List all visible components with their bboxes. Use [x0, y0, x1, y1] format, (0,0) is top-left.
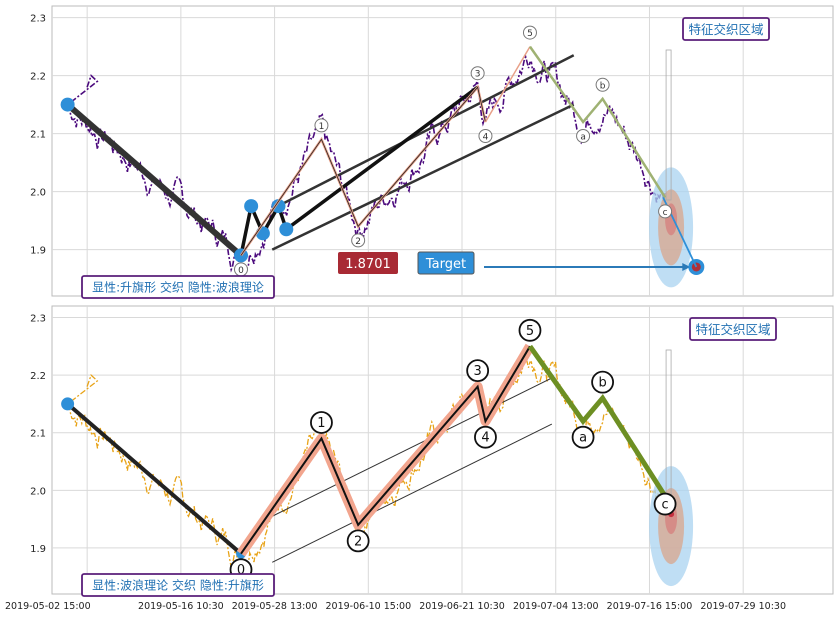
wave-label-text: a	[579, 431, 587, 446]
x-tick-label: 2019-05-16 10:30	[138, 601, 224, 612]
price-badge-box	[338, 252, 398, 274]
pattern-label-box	[81, 275, 275, 299]
wave-label-circle	[314, 118, 329, 133]
flag-channel-upper	[271, 54, 575, 211]
wave-line-4-5	[484, 46, 531, 123]
y-tick-label: 1.9	[30, 544, 46, 555]
wave-line	[240, 86, 486, 256]
x-tick-label: 2019-07-04 13:00	[513, 601, 599, 612]
zone-label-text: 特征交织区域	[688, 22, 763, 37]
wave-label-text: c	[662, 498, 669, 513]
flag-pivot-marker	[271, 199, 286, 214]
y-tick-label: 2.3	[30, 314, 46, 325]
wave-label-circle	[466, 359, 490, 383]
wave-label-circle	[653, 492, 677, 516]
wave-label-text: 2	[354, 534, 362, 549]
wave-label-circle	[522, 25, 537, 40]
price-series-line	[65, 54, 666, 273]
zone-label-text: 特征交织区域	[695, 322, 770, 337]
flag-pivot-marker	[255, 226, 270, 241]
top-panel: 1.9 2.0 2.1 2.2 2.3 0 1 2 3 4 5 a b c 1.8701 Target 特征交织…	[30, 5, 834, 299]
wave-label-text: 2	[355, 237, 361, 247]
pattern-label-box	[81, 573, 275, 597]
wave-label-text: b	[600, 81, 606, 91]
corrective-wave-line	[528, 45, 667, 199]
flag-zigzag	[239, 85, 479, 256]
y-tick-label: 2.2	[30, 371, 46, 382]
wave-label-text: 1	[317, 416, 325, 431]
x-tick-label: 2019-05-02 15:00	[5, 601, 91, 612]
wave-label-text: a	[580, 133, 586, 143]
x-tick-label: 2019-07-16 15:00	[607, 601, 693, 612]
y-tick-label: 1.9	[30, 246, 46, 257]
flag-channel-upper	[272, 377, 553, 517]
wave-label-circle	[591, 370, 615, 394]
y-tick-label: 2.1	[30, 429, 46, 440]
corrective-wave-line	[527, 344, 668, 498]
pattern-label-text: 显性:波浪理论 交织 隐性:升旗形	[92, 578, 264, 593]
wave-label-text: 0	[238, 266, 244, 276]
wave-label-text: 0	[237, 563, 245, 578]
pattern-label-text: 显性:升旗形 交织 隐性:波浪理论	[92, 280, 264, 295]
wave-label-text: 1	[319, 122, 325, 132]
target-badge-box	[417, 251, 475, 275]
price-badge-text: 1.8701	[345, 257, 391, 272]
x-tick-label: 2019-06-10 15:00	[326, 601, 412, 612]
flag-pivot-marker	[60, 97, 75, 112]
wave-label-circle	[595, 77, 610, 92]
y-tick-label: 2.2	[30, 72, 46, 83]
wave-label-text: 4	[483, 133, 489, 143]
y-tick-label: 2.0	[30, 188, 46, 199]
plot-frame	[51, 305, 834, 595]
wave-label-text: 5	[527, 29, 533, 39]
wave-label-circle	[658, 204, 673, 219]
y-tick-label: 2.3	[30, 14, 46, 25]
wave-line	[240, 345, 531, 555]
flag-start-marker	[61, 397, 75, 411]
wave-label-text: b	[598, 376, 606, 391]
wave-label-circle	[310, 411, 333, 434]
flag-pivot-marker	[279, 222, 294, 237]
x-tick-label: 2019-06-21 10:30	[419, 601, 505, 612]
wave-label-text: 4	[481, 431, 489, 446]
wave-label-circle	[571, 425, 595, 449]
x-tick-label: 2019-07-29 10:30	[700, 601, 786, 612]
wave-label-circle	[474, 425, 497, 449]
zone-label-box	[682, 17, 770, 41]
wave-label-text: 5	[526, 324, 534, 339]
wave-label-circle	[470, 66, 485, 81]
wave-label-text: c	[663, 208, 668, 218]
y-tick-label: 2.1	[30, 130, 46, 141]
wave-label-text: 3	[474, 364, 482, 379]
y-tick-label: 2.0	[30, 486, 46, 497]
wave-label-circle	[351, 233, 366, 248]
wave-label-circle	[346, 529, 370, 553]
flag-pole	[66, 402, 243, 556]
x-tick-label: 2019-05-28 13:00	[232, 601, 318, 612]
wave-label-circle	[478, 129, 493, 143]
target-arrowhead	[682, 262, 691, 271]
flag-channel-lower	[272, 423, 553, 563]
target-badge-text: Target	[425, 257, 466, 272]
flag-pivot-marker	[244, 199, 259, 214]
wave-label-circle	[576, 129, 591, 143]
zone-label-box	[689, 317, 777, 341]
plot-frame	[51, 5, 834, 297]
target-range-bar	[665, 49, 672, 201]
wave-label-circle	[518, 318, 542, 342]
flag-channel-lower	[271, 103, 575, 251]
x-axis: 2019-05-02 15:00 2019-05-16 10:30 2019-05-…	[5, 601, 786, 612]
flag-pole	[65, 102, 243, 258]
wave-label-text: 3	[475, 70, 481, 80]
